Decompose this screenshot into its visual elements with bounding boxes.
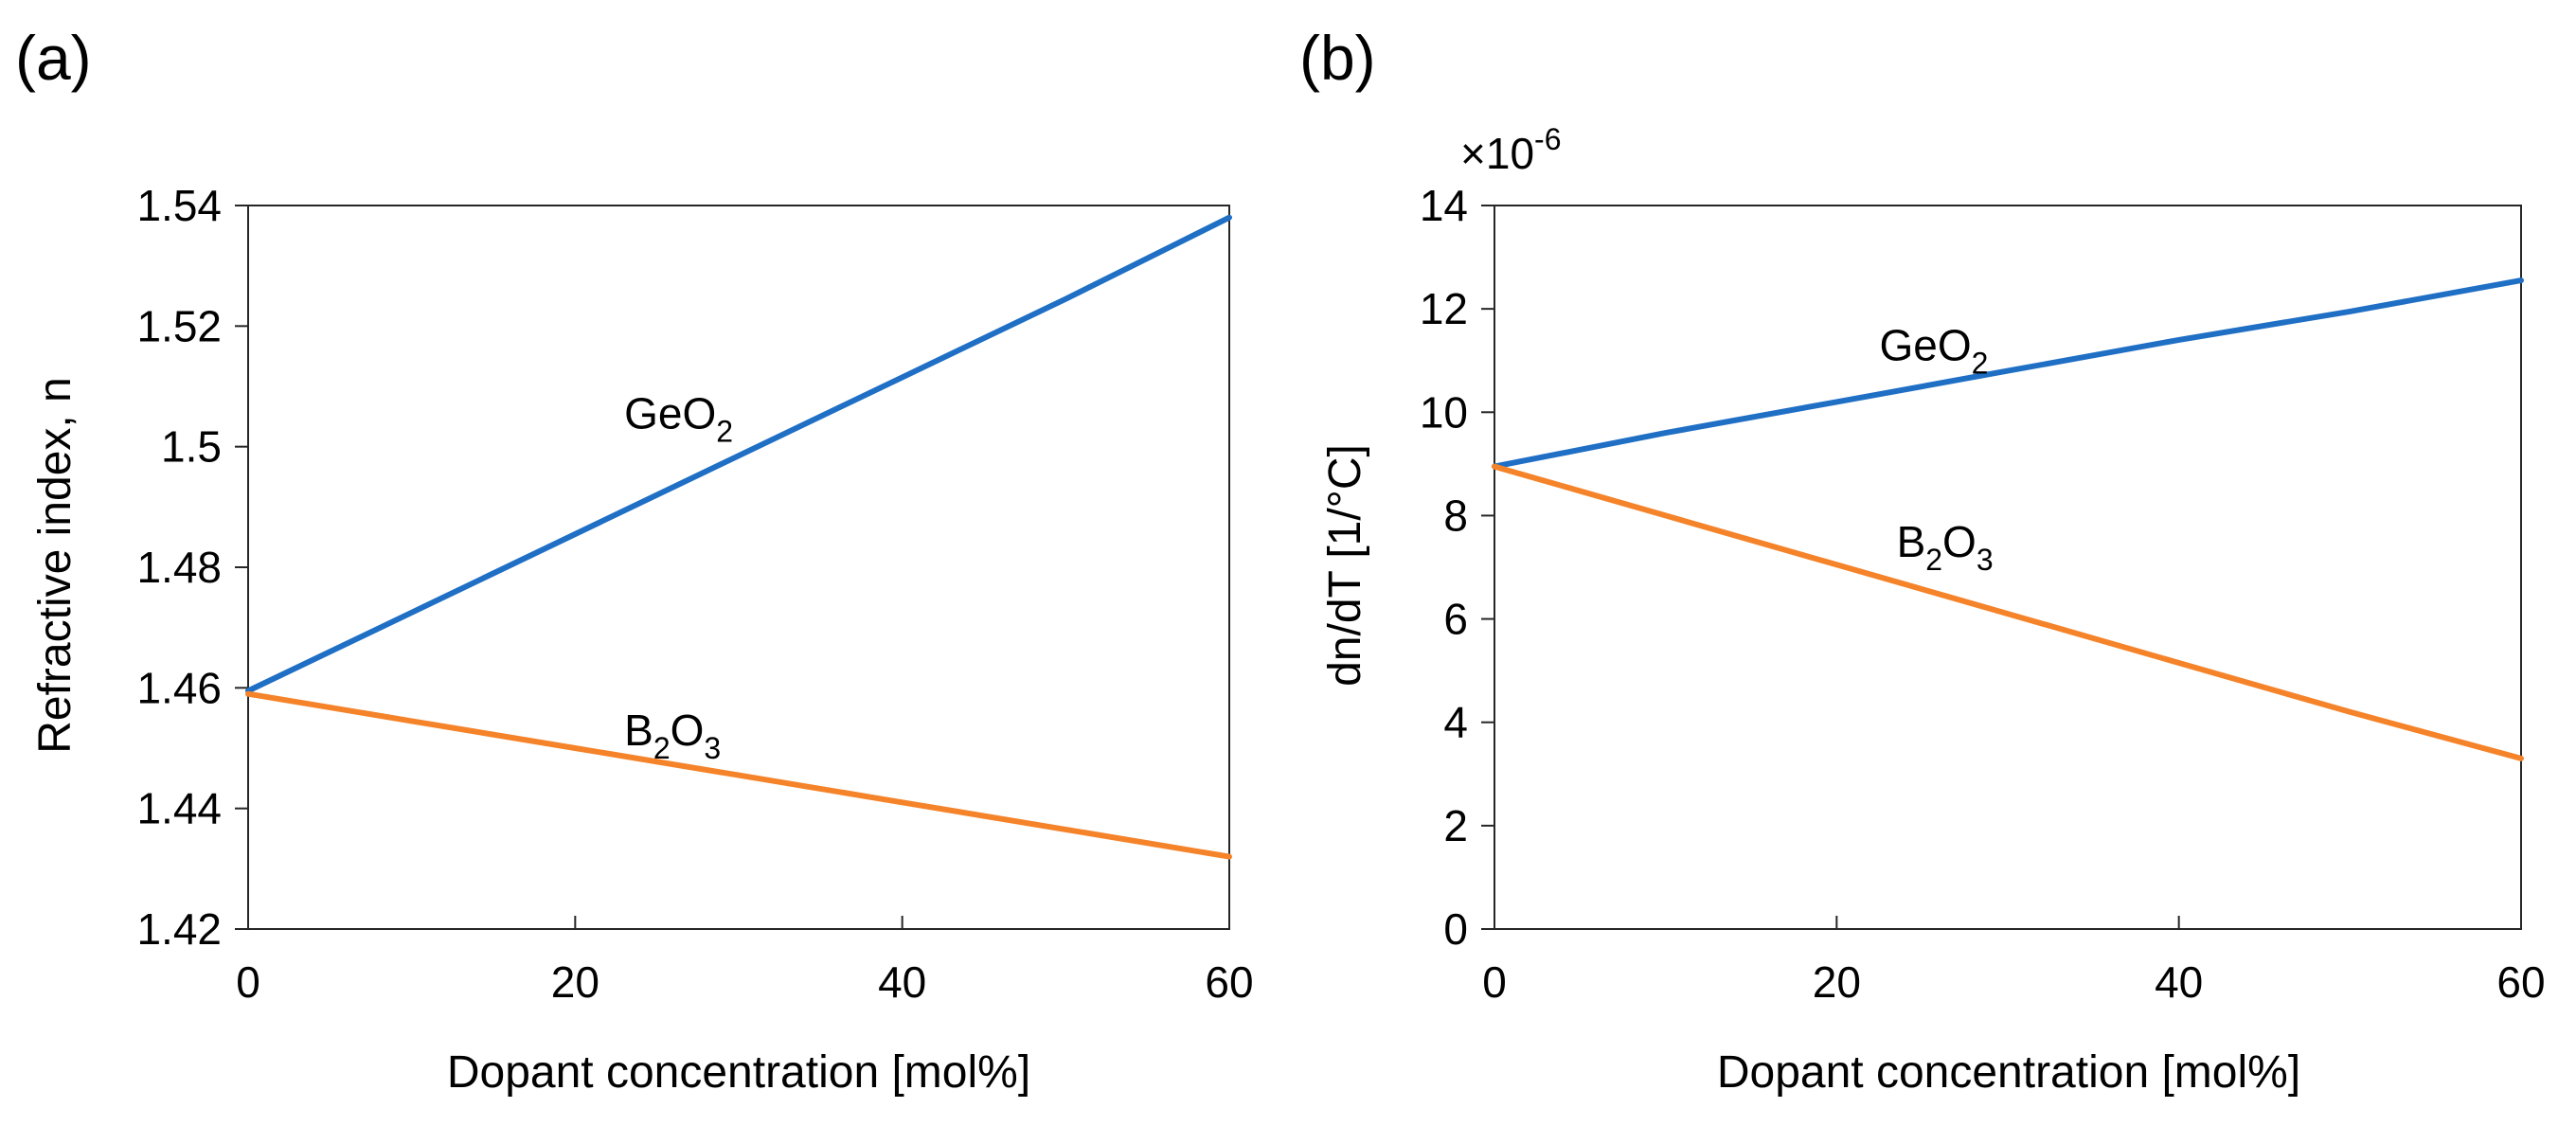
y-tick-label: 10 bbox=[1420, 387, 1468, 437]
y-tick-label: 8 bbox=[1443, 491, 1468, 540]
series-label-b2o3: B2O3 bbox=[624, 706, 721, 765]
y-tick-label: 1.44 bbox=[136, 784, 222, 833]
series-label-subscript: 2 bbox=[1925, 543, 1942, 577]
y-tick-label: 14 bbox=[1420, 181, 1468, 230]
panel-b-multiplier-base: ×10 bbox=[1460, 129, 1534, 178]
series-label-subscript: 2 bbox=[716, 415, 733, 449]
series-label-subscript: 3 bbox=[704, 731, 721, 765]
series-line-b2o3 bbox=[1492, 463, 2524, 761]
y-tick-label: 6 bbox=[1443, 595, 1468, 644]
series-label-text: B bbox=[1897, 517, 1926, 566]
series-label-text: GeO bbox=[1880, 321, 1972, 370]
y-tick-label: 1.48 bbox=[136, 543, 222, 592]
plot-frame bbox=[1494, 205, 2522, 930]
series-line-geo2 bbox=[1492, 277, 2524, 470]
panel-a-ylabel: Refractive index, n bbox=[30, 377, 80, 754]
panel-b-multiplier-exponent: -6 bbox=[1534, 122, 1561, 156]
y-tick-label: 0 bbox=[1443, 904, 1468, 954]
series-label-subscript: 2 bbox=[1972, 347, 1989, 381]
x-tick-label: 40 bbox=[878, 957, 926, 1007]
panel-a-xlabel: Dopant concentration [mol%] bbox=[447, 1047, 1030, 1098]
series-line-b2o3 bbox=[245, 690, 1232, 860]
panel-b-xlabel: Dopant concentration [mol%] bbox=[1717, 1047, 2300, 1098]
series-label-text: B bbox=[624, 706, 653, 755]
panel-a-axes: 0 20 40 60 1.42 1.44 1.46 1.48 1.5 1.52 1.54 bbox=[136, 181, 1253, 1007]
series-label-subscript: 3 bbox=[1977, 543, 1994, 577]
y-tick-label: 2 bbox=[1443, 801, 1468, 850]
panel-b-axes: 0 20 40 60 0 2 4 6 8 10 12 14 bbox=[1420, 181, 2546, 1007]
x-tick-label: 60 bbox=[1205, 957, 1253, 1007]
plot-frame bbox=[247, 205, 1230, 930]
panel-b-ylabel: dn/dT [1/°C] bbox=[1320, 444, 1370, 687]
x-tick-label: 0 bbox=[236, 957, 260, 1007]
x-tick-label: 20 bbox=[1813, 957, 1861, 1007]
series-line-geo2 bbox=[245, 214, 1232, 694]
x-tick-label: 0 bbox=[1482, 957, 1507, 1007]
y-tick-label: 12 bbox=[1420, 284, 1468, 333]
series-label-geo2: GeO2 bbox=[624, 389, 733, 449]
y-tick-label: 1.54 bbox=[136, 181, 222, 230]
series-label-text: GeO bbox=[624, 389, 716, 438]
panel-b-multiplier: ×10-6 bbox=[1460, 122, 1561, 178]
y-tick-label: 1.42 bbox=[136, 904, 222, 954]
y-tick-label: 1.46 bbox=[136, 663, 222, 712]
series-label-text: O bbox=[1942, 517, 1977, 566]
series-label-subscript: 2 bbox=[653, 731, 671, 765]
y-tick-label: 1.5 bbox=[161, 422, 222, 472]
y-tick-label: 1.52 bbox=[136, 301, 222, 350]
x-tick-label: 40 bbox=[2155, 957, 2203, 1007]
x-tick-label: 60 bbox=[2496, 957, 2545, 1007]
panel-b-label: (b) bbox=[1299, 23, 1376, 93]
y-tick-label: 4 bbox=[1443, 698, 1468, 747]
panel-a-label: (a) bbox=[15, 23, 92, 93]
x-tick-label: 20 bbox=[551, 957, 599, 1007]
series-label-text: O bbox=[671, 706, 705, 755]
panel-a: (a) 0 20 40 60 1.42 1.44 1.46 1.48 1.5 1.52 1.54 G… bbox=[15, 23, 1254, 1098]
series-label-geo2: GeO2 bbox=[1880, 321, 1989, 381]
series-label-b2o3: B2O3 bbox=[1897, 517, 1994, 577]
